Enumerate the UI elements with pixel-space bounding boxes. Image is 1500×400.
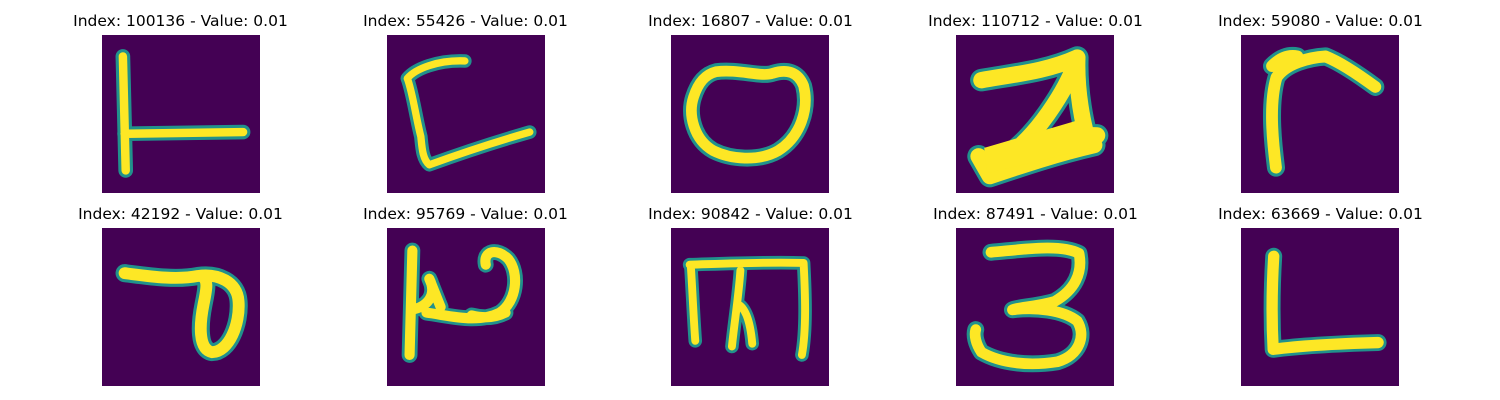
panel-8: Index: 90842 - Value: 0.01: [608, 193, 893, 386]
panel-title: Index: 42192 - Value: 0.01: [78, 205, 283, 223]
glyph-l: [1263, 247, 1387, 358]
panel-5: Index: 59080 - Value: 0.01: [1178, 0, 1463, 193]
glyph-t-rotated: [115, 49, 251, 178]
panel-title: Index: 110712 - Value: 0.01: [928, 12, 1143, 30]
glyph-r: [1263, 46, 1385, 177]
glyph-p-rotated: [401, 242, 523, 363]
panel-title: Index: 16807 - Value: 0.01: [648, 12, 853, 30]
panel-title: Index: 87491 - Value: 0.01: [933, 205, 1138, 223]
panel-title: Index: 90842 - Value: 0.01: [648, 205, 853, 223]
glyph-o: [683, 62, 814, 167]
panel-title: Index: 95769 - Value: 0.01: [363, 205, 568, 223]
digit-image: [671, 228, 829, 386]
panel-10: Index: 63669 - Value: 0.01: [1178, 193, 1463, 386]
digit-image: [387, 35, 545, 193]
panel-9: Index: 87491 - Value: 0.01: [893, 193, 1178, 386]
panel-2: Index: 55426 - Value: 0.01: [323, 0, 608, 193]
digit-image: [102, 228, 260, 386]
glyph-loop-7: [115, 264, 248, 362]
digit-image: [956, 228, 1114, 386]
panel-4: Index: 110712 - Value: 0.01: [893, 0, 1178, 193]
panel-title: Index: 100136 - Value: 0.01: [73, 12, 288, 30]
glyph-m: [682, 255, 812, 362]
digit-image: [956, 35, 1114, 193]
glyph-z: [967, 46, 1109, 188]
digit-image: [671, 35, 829, 193]
glyph-l-curly: [400, 54, 537, 172]
glyph-3: [966, 239, 1090, 373]
panel-6: Index: 42192 - Value: 0.01: [38, 193, 323, 386]
panel-1: Index: 100136 - Value: 0.01: [38, 0, 323, 193]
panel-title: Index: 55426 - Value: 0.01: [363, 12, 568, 30]
panel-title: Index: 63669 - Value: 0.01: [1218, 205, 1423, 223]
digit-image: [102, 35, 260, 193]
panel-title: Index: 59080 - Value: 0.01: [1218, 12, 1423, 30]
digit-image: [1241, 35, 1399, 193]
digit-image: [387, 228, 545, 386]
digit-image: [1241, 228, 1399, 386]
panel-7: Index: 95769 - Value: 0.01: [323, 193, 608, 386]
panel-3: Index: 16807 - Value: 0.01: [608, 0, 893, 193]
